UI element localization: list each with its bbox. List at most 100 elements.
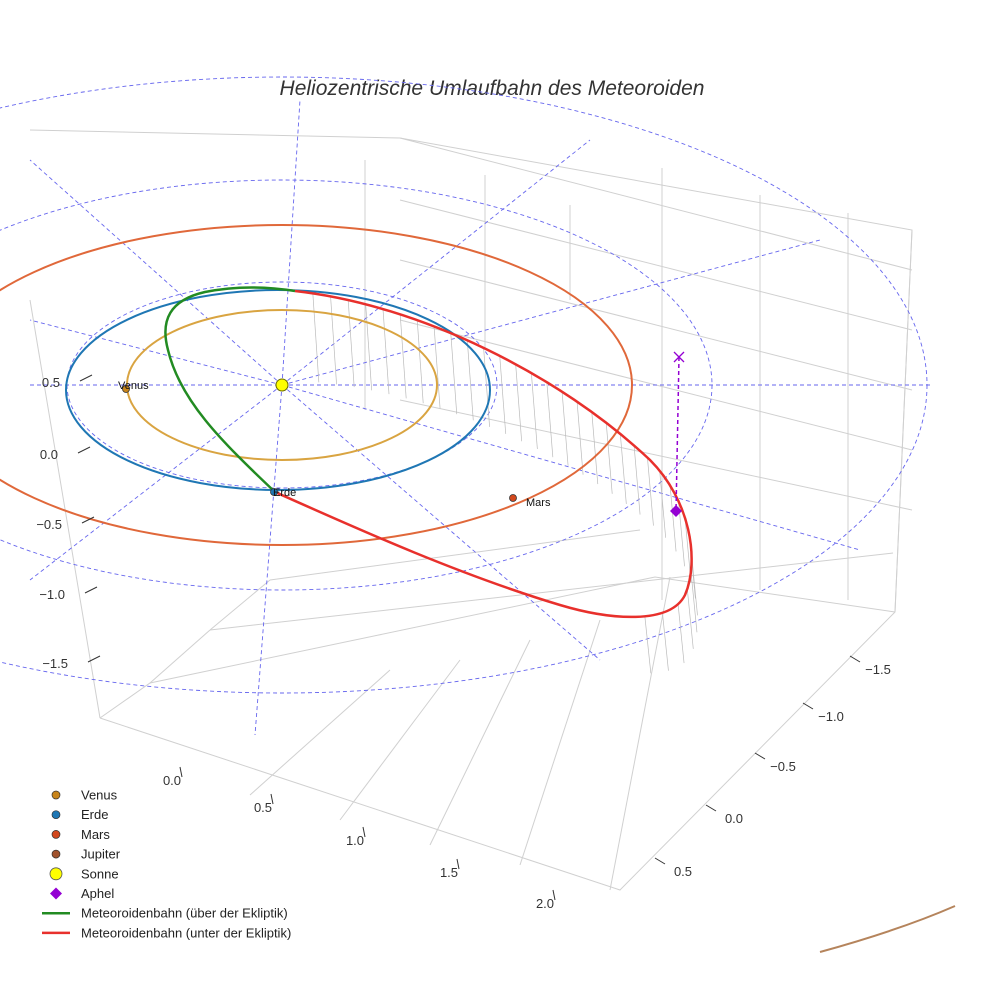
- meteoroid-orbit-above-ecliptic: [164, 286, 296, 493]
- drop-line: [312, 293, 320, 383]
- x-tick-label: 1.0: [346, 833, 364, 848]
- drop-line: [690, 571, 698, 633]
- y-tick-mark: [802, 702, 814, 710]
- gridline: [209, 552, 894, 631]
- drop-line: [669, 485, 677, 552]
- z-tick-mark: [87, 655, 101, 663]
- drop-line: [647, 457, 654, 526]
- gridline: [429, 639, 531, 846]
- legend-marker: [49, 867, 63, 881]
- legend-item: Jupiter: [51, 847, 121, 862]
- drop-line: [466, 340, 474, 421]
- meteoroid-orbit: [164, 286, 693, 619]
- ecliptic-radial: [281, 384, 861, 551]
- legend-item: Meteoroidenbahn (unter der Ekliptik): [42, 925, 291, 940]
- drop-line: [499, 355, 507, 434]
- legend-label: Erde: [81, 807, 108, 822]
- mars-label: Mars: [526, 497, 551, 509]
- legend-label: Sonne: [81, 866, 119, 881]
- x-tick-mark: [270, 793, 274, 805]
- earth-label: Erde: [273, 487, 296, 499]
- drop-line: [515, 364, 523, 442]
- drop-line: [686, 588, 694, 649]
- legend-label: Aphel: [81, 886, 114, 901]
- grid: [29, 129, 913, 891]
- gridline: [399, 259, 913, 391]
- legend-label: Meteoroidenbahn (unter der Ekliptik): [81, 925, 291, 940]
- drop-line: [633, 445, 641, 515]
- legend: Venus Erde Mars Jupiter Sonne Aphel Meteoroide…: [42, 788, 291, 940]
- legend-item: Erde: [51, 807, 108, 822]
- ecliptic-radial: [254, 384, 283, 736]
- gridline: [399, 399, 913, 511]
- y-tick-label: −1.5: [865, 662, 891, 677]
- ecliptic-radial: [281, 239, 821, 386]
- ecliptic-radial: [281, 384, 601, 661]
- gridline: [519, 619, 601, 866]
- gridline: [149, 629, 211, 684]
- gridline: [339, 659, 461, 821]
- mars-marker: [509, 494, 517, 502]
- drop-line: [347, 300, 355, 388]
- x-tick-label: 1.5: [440, 865, 458, 880]
- y-tick-label: 0.0: [725, 811, 743, 826]
- y-tick-mark: [654, 857, 666, 865]
- legend-item: Venus: [51, 788, 118, 803]
- drop-line: [605, 422, 613, 494]
- legend-label: Mars: [81, 827, 110, 842]
- aphel-cross: [673, 351, 685, 363]
- drop-line: [531, 372, 538, 450]
- x-tick-mark: [179, 766, 183, 778]
- drop-line: [644, 616, 652, 674]
- z-axis-ticks: 0.5 0.0 −0.5 −1.0 −1.5: [36, 374, 101, 671]
- venus-orbit: [126, 309, 438, 461]
- gridline: [894, 229, 913, 613]
- mars-orbit: [0, 224, 633, 546]
- z-tick-mark: [79, 374, 93, 382]
- legend-marker: [51, 830, 61, 839]
- legend-marker: [51, 810, 61, 820]
- y-tick-label: 0.5: [674, 864, 692, 879]
- aphel-marker: [670, 351, 685, 517]
- legend-marker: [51, 790, 61, 800]
- legend-label: Meteoroidenbahn (über der Ekliptik): [81, 906, 288, 921]
- drop-line: [546, 382, 554, 458]
- z-tick-mark: [77, 446, 91, 454]
- drop-line: [619, 433, 627, 504]
- ecliptic-radial: [281, 139, 591, 386]
- meteoroid-orbit-below-ecliptic: [274, 289, 693, 619]
- drop-line: [416, 320, 424, 404]
- legend-item: Meteoroidenbahn (über der Ekliptik): [42, 906, 288, 921]
- gridline: [269, 529, 641, 581]
- drop-line: [450, 333, 458, 415]
- gridline: [609, 576, 671, 891]
- drop-line: [399, 314, 407, 399]
- z-tick-mark: [81, 516, 95, 524]
- gridline: [399, 137, 913, 271]
- box-floor: [99, 576, 896, 719]
- earth-marker: [270, 488, 278, 496]
- y-tick-mark: [754, 752, 766, 760]
- legend-label: Venus: [81, 788, 118, 803]
- x-tick-mark: [362, 826, 366, 838]
- venus-marker: [122, 385, 130, 393]
- gridline: [29, 299, 101, 719]
- drop-line: [433, 326, 441, 409]
- x-tick-mark: [552, 889, 556, 901]
- legend-item: Mars: [51, 827, 110, 842]
- ecliptic-radial: [281, 99, 301, 386]
- drop-line: [382, 309, 390, 395]
- gridline: [209, 579, 271, 631]
- y-axis-ticks: −1.5 −1.0 −0.5 0.0 0.5: [654, 655, 891, 879]
- drop-line: [576, 401, 584, 475]
- drop-line: [365, 304, 373, 391]
- z-tick-label: −1.0: [39, 587, 65, 602]
- y-tick-label: −0.5: [770, 759, 796, 774]
- y-tick-mark: [705, 804, 717, 812]
- x-tick-mark: [456, 858, 460, 870]
- sun-marker: [275, 378, 289, 392]
- drop-line: [591, 412, 599, 485]
- drop-line: [561, 391, 569, 466]
- ecliptic-grid: [0, 76, 930, 736]
